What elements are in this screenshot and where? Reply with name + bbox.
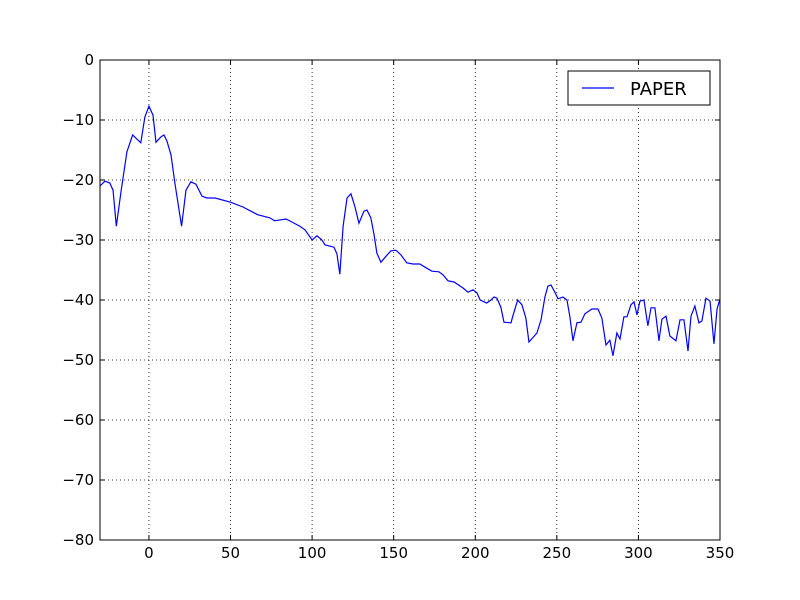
y-tick-label: −60 [62,411,94,429]
x-tick-label: 0 [144,544,154,562]
x-tick-label: 150 [379,544,408,562]
y-tick-label: −40 [62,291,94,309]
y-tick-label: −10 [62,111,94,129]
y-tick-label: 0 [84,51,94,69]
x-tick-label: 300 [624,544,653,562]
legend-label: PAPER [630,79,687,100]
y-tick-label: −30 [62,231,94,249]
x-tick-label: 50 [221,544,240,562]
axes-frame [99,59,721,541]
y-tick-label: −50 [62,351,94,369]
data-line [99,104,721,356]
x-tick-label: 200 [461,544,490,562]
x-tick-label: 100 [298,544,327,562]
x-tick-label: 350 [706,544,735,562]
y-tick-label: −80 [62,531,94,549]
y-tick-label: −20 [62,171,94,189]
y-tick-label: −70 [62,471,94,489]
x-tick-label: 250 [543,544,572,562]
